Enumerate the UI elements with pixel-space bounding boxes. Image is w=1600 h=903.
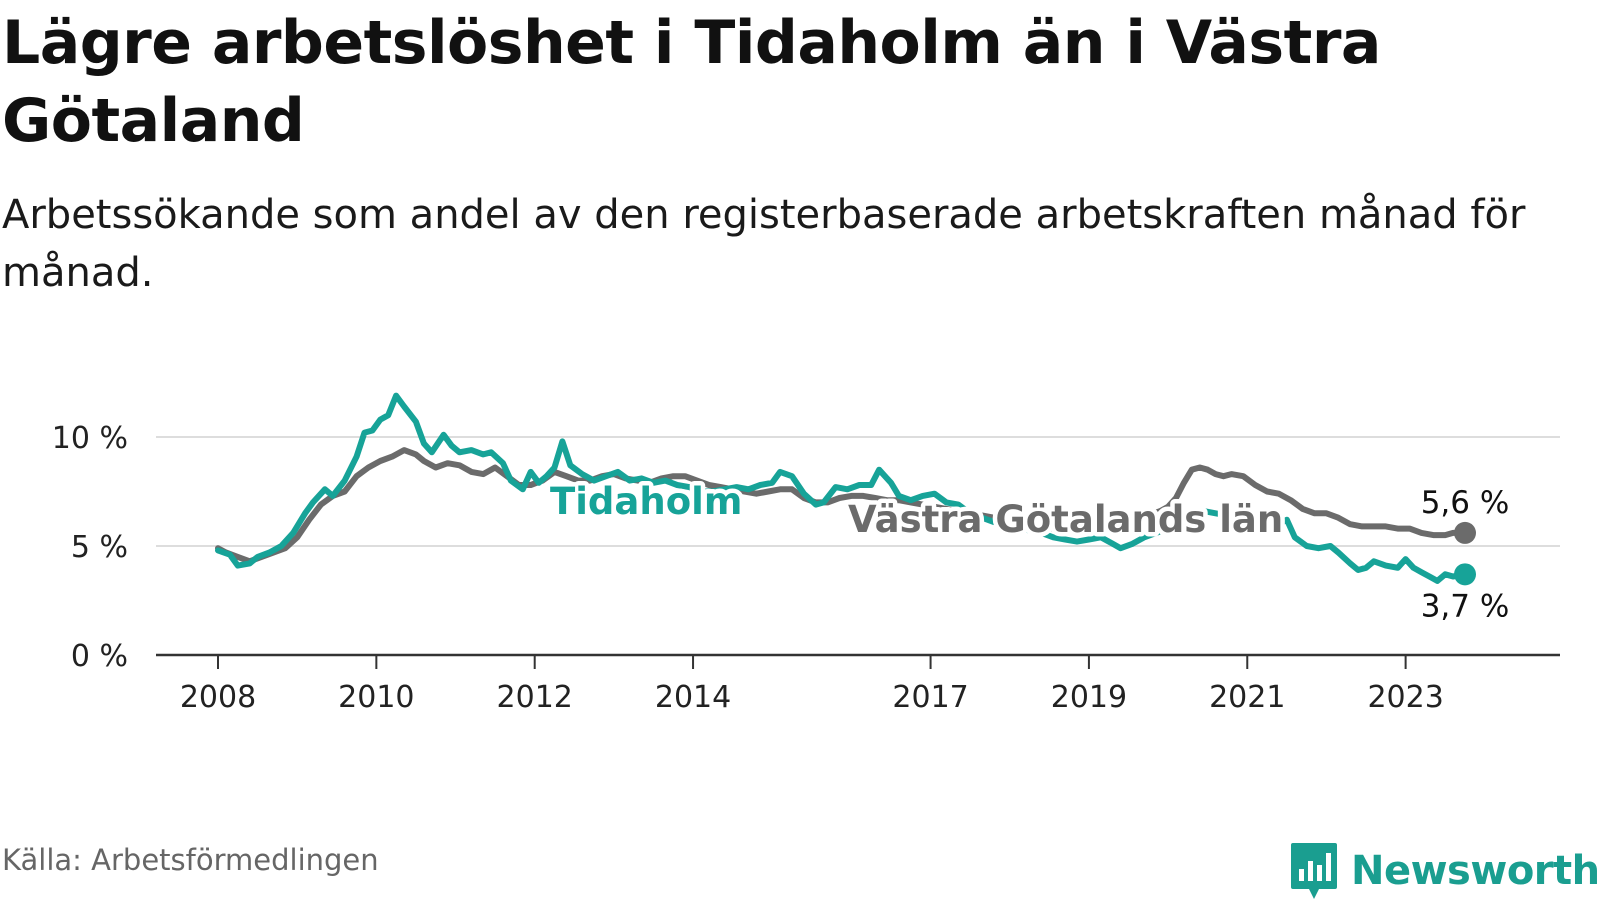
end-point-vastra-gotaland: [1454, 521, 1476, 544]
newsworthy-logo-text: Newsworthy: [1351, 848, 1600, 894]
y-tick-label: 10 %: [52, 421, 128, 456]
end-label-tidaholm: 3,7 %: [1421, 588, 1510, 624]
x-tick-label: 2021: [1209, 680, 1285, 715]
end-label-vastra-gotaland: 5,6 %: [1421, 485, 1510, 521]
series-label-vastra-gotaland: Västra Götalands län: [848, 498, 1283, 541]
newsworthy-logo-icon: [1291, 843, 1337, 899]
chart-title: Lägre arbetslöshet i Tidaholm än i Västr…: [2, 8, 1381, 156]
series-layer: [215, 392, 1476, 586]
series-label-tidaholm: Tidaholm: [550, 480, 742, 523]
x-tick-label: 2019: [1051, 680, 1127, 715]
x-tick-label: 2010: [338, 680, 414, 715]
x-tick-label: 2023: [1367, 680, 1443, 715]
newsworthy-logo: Newsworthy: [1289, 839, 1600, 903]
axis-layer: 0 % 5 % 10 % 2008 2010 2012 2014 2017 2019 2021 20…: [52, 421, 1560, 715]
source-note: Källa: Arbetsförmedlingen: [2, 843, 379, 877]
end-point-tidaholm: [1454, 563, 1476, 586]
x-tick-label: 2008: [180, 680, 256, 715]
x-tick-label: 2017: [892, 680, 968, 715]
y-tick-label: 0 %: [71, 639, 128, 674]
label-layer: 5,6 % 3,7 % Tidaholm Västra Götalands län: [546, 476, 1510, 625]
y-tick-label: 5 %: [71, 530, 128, 565]
series-line-tidaholm: [215, 392, 1468, 584]
chart-subtitle: Arbetssökande som andel av den registerb…: [2, 192, 1526, 296]
x-tick-label: 2014: [655, 680, 731, 715]
series-line-vastra-gotaland: [215, 447, 1468, 565]
x-tick-label: 2012: [497, 680, 573, 715]
